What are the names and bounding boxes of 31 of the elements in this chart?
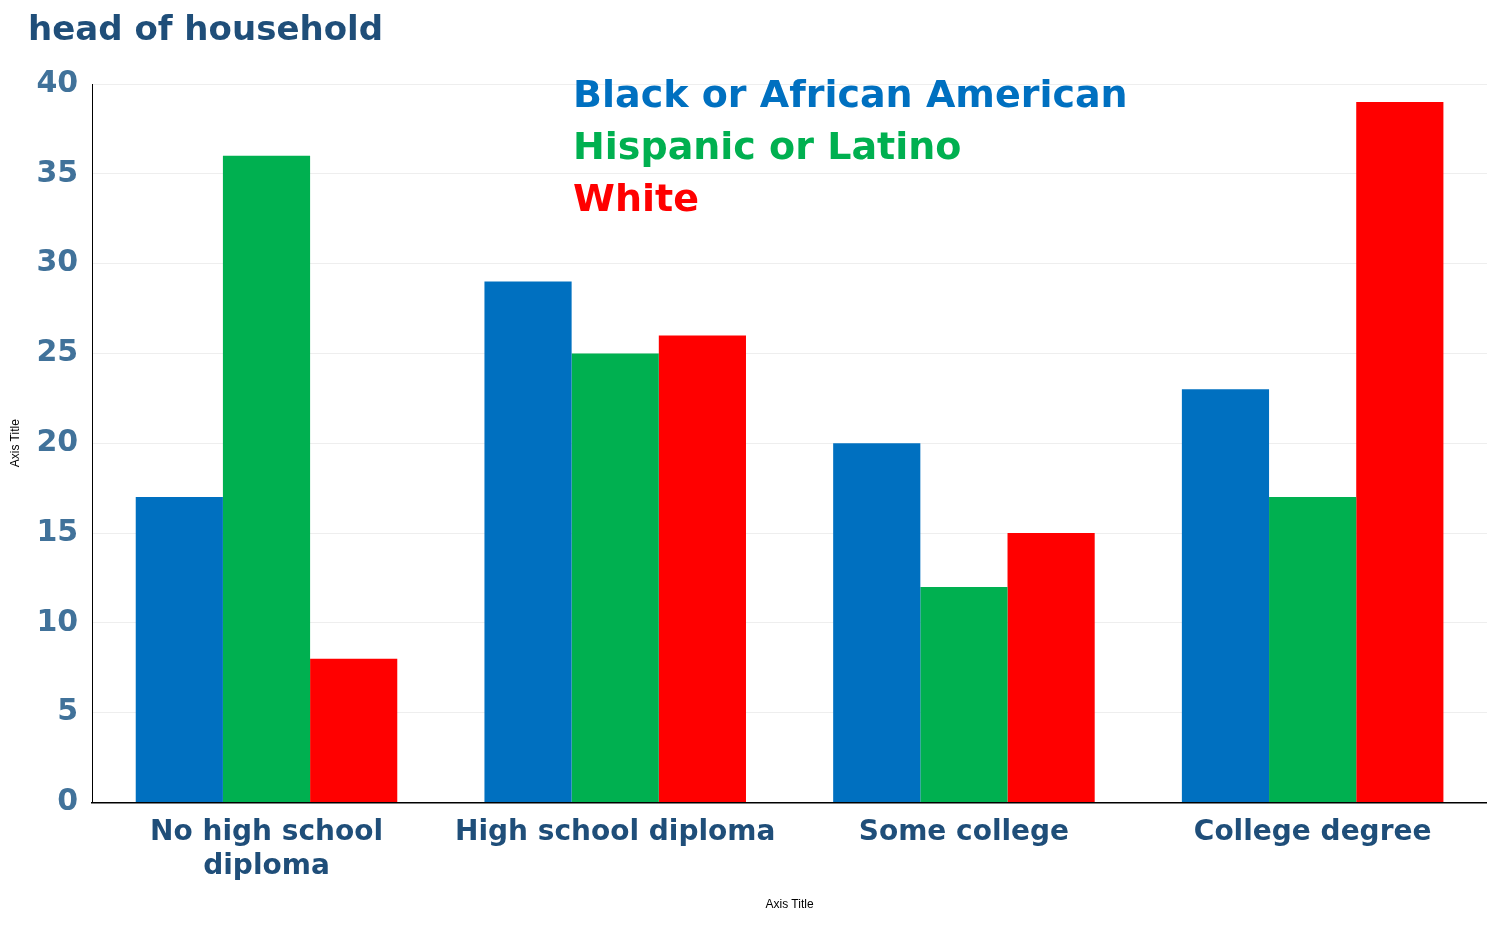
- chart-title: head of household: [27, 8, 384, 50]
- bar: [920, 586, 1008, 802]
- y-tick-label: 35: [36, 153, 79, 189]
- bar: [310, 658, 398, 802]
- y-tick-label: 20: [36, 423, 79, 458]
- bar: [135, 497, 223, 802]
- bar: [571, 353, 659, 802]
- y-tick-label: 10: [36, 602, 79, 638]
- bar: [1356, 101, 1444, 802]
- x-tick-label: High school diploma: [455, 814, 776, 848]
- y-tick-label: 15: [36, 512, 79, 548]
- y-axis-title: Axis Title: [7, 418, 22, 468]
- bar: [222, 155, 311, 802]
- bar: [658, 335, 746, 802]
- x-axis-title: Axis Title: [765, 897, 814, 912]
- bar: [1007, 533, 1095, 802]
- y-tick-label: 25: [36, 333, 79, 369]
- x-tick-label: College degree: [1193, 814, 1432, 848]
- text: Hispanic or Latino: [573, 123, 963, 170]
- bar: [1181, 389, 1270, 802]
- bar: [833, 443, 921, 802]
- y-tick-label: 30: [36, 243, 79, 279]
- y-tick-label: 5: [57, 692, 79, 728]
- y-tick-label: 0: [57, 782, 79, 818]
- bar: [484, 281, 572, 802]
- bar: [1269, 497, 1357, 802]
- y-tick-label: 40: [36, 63, 79, 99]
- text: Black or African American: [573, 71, 1128, 118]
- text: White: [573, 175, 700, 222]
- x-tick-label: Some college: [858, 814, 1070, 848]
- x-tick-label: No high school diploma: [150, 814, 383, 882]
